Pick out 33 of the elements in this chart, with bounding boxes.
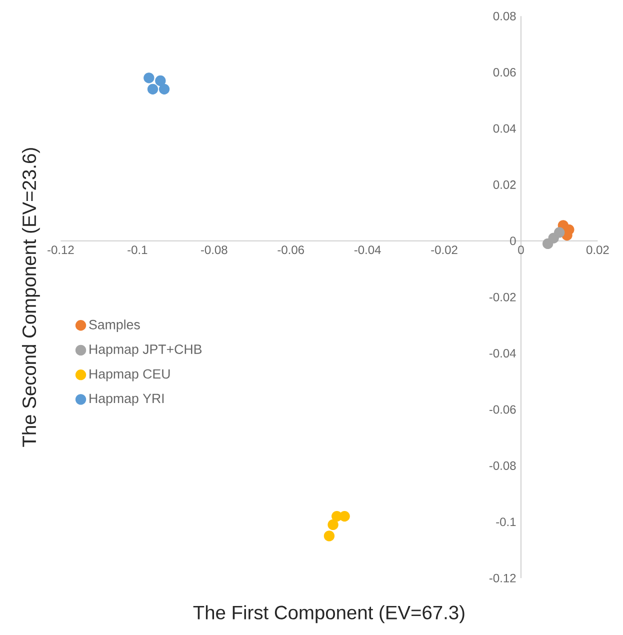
x-axis-title: The First Component (EV=67.3) — [193, 605, 464, 624]
x-tick-label: -0.04 — [354, 246, 381, 254]
y-tick-label: -0.04 — [489, 349, 516, 358]
y-tick-label: 0 — [510, 236, 516, 246]
legend-label: Hapmap JPT+CHB — [90, 344, 202, 357]
point — [158, 84, 170, 94]
y-tick-label: 0.08 — [493, 12, 516, 20]
x-tick-label: -0.08 — [200, 246, 228, 254]
legend-label: Hapmap YRI — [90, 394, 164, 406]
y-axis-title: The Second Component (EV=23.6) — [22, 148, 40, 447]
x-tick-label: -0.1 — [128, 246, 148, 254]
y-tick-label: 0.04 — [493, 124, 516, 133]
point — [144, 72, 154, 84]
y-tick-label: 0.02 — [493, 180, 516, 189]
x-tick-label: -0.02 — [431, 246, 458, 254]
point — [554, 227, 565, 238]
x-tick-label: -0.06 — [278, 246, 304, 254]
point — [147, 84, 158, 94]
point — [155, 75, 166, 86]
x-tick-label: 0.02 — [586, 246, 609, 254]
y-tick-label: -0.08 — [489, 461, 516, 470]
y-tick-label: -0.02 — [489, 292, 516, 302]
y-tick-label: -0.1 — [496, 518, 516, 526]
y-tick-label: -0.12 — [489, 574, 516, 582]
point — [339, 510, 350, 522]
legend-label: Hapmap CEU — [90, 369, 170, 382]
point — [324, 530, 335, 542]
point — [328, 519, 338, 530]
legend-label: Samples — [89, 320, 140, 332]
x-tick-label: 0 — [518, 246, 524, 254]
y-tick-label: 0.06 — [493, 68, 516, 77]
y-tick-label: -0.06 — [489, 405, 516, 414]
x-tick-label: -0.12 — [48, 246, 74, 254]
